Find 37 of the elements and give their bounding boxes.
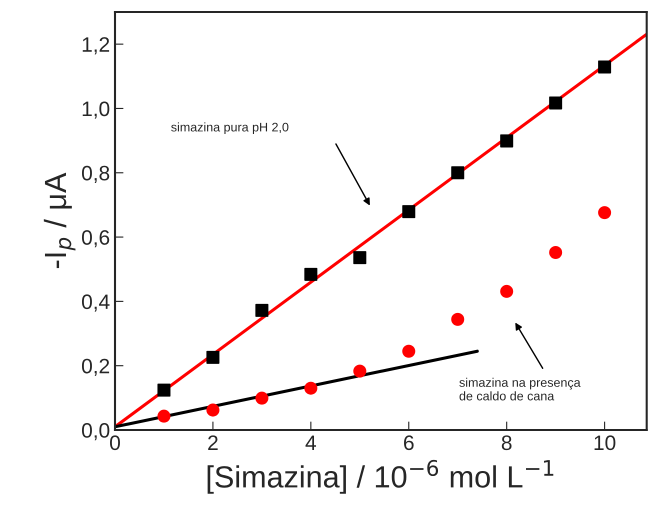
x-tick-label: 8	[502, 435, 512, 450]
y-tick-label: 0,0	[82, 423, 110, 440]
y-tick-label: 0,4	[82, 294, 110, 312]
point	[255, 392, 268, 405]
point	[402, 344, 416, 358]
point	[500, 134, 514, 148]
y-tick-label: 0,6	[82, 230, 110, 248]
point	[304, 268, 318, 281]
y-axis-title: -I$_{p}$ / μA	[44, 172, 76, 268]
point	[598, 206, 612, 220]
y-tick-label: 0,8	[82, 166, 110, 183]
y-tick-label: 0,2	[82, 358, 110, 376]
y-tick-label: 1,0	[82, 101, 110, 119]
point	[353, 364, 366, 378]
x-tick-label: 0	[110, 435, 120, 450]
x-tick-label: 10	[594, 435, 616, 450]
x-tick-label: 4	[306, 436, 316, 450]
annotation: simazina pura pH 2,0	[171, 122, 288, 134]
point	[157, 410, 170, 423]
point	[451, 166, 464, 180]
point	[402, 205, 416, 218]
point	[157, 384, 170, 397]
point	[255, 304, 268, 317]
point	[353, 251, 366, 264]
point	[451, 312, 464, 326]
point	[206, 404, 220, 417]
x-tick-label: 6	[404, 435, 414, 450]
point	[598, 60, 612, 74]
point	[500, 284, 514, 298]
point	[549, 246, 562, 260]
x-tick-label: 2	[208, 435, 218, 450]
y-tick-label: 1,2	[82, 37, 110, 54]
point	[549, 96, 562, 110]
point	[304, 382, 318, 395]
x-axis-title: [Simazina] / 10$^{−6}$ mol L$^{−1}$	[208, 460, 554, 494]
point	[206, 350, 220, 364]
annotation: simazina na presença de caldo de cana	[459, 378, 581, 400]
